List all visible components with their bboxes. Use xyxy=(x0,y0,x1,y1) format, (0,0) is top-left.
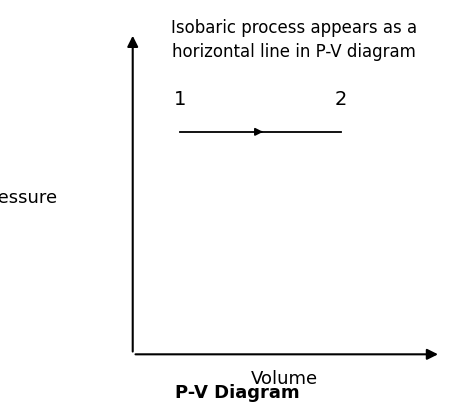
Text: 2: 2 xyxy=(335,90,347,109)
Text: 1: 1 xyxy=(174,90,186,109)
Text: Volume: Volume xyxy=(251,370,318,388)
Text: P-V Diagram: P-V Diagram xyxy=(175,384,299,402)
Text: horizontal line in P-V diagram: horizontal line in P-V diagram xyxy=(172,43,416,61)
Text: Isobaric process appears as a: Isobaric process appears as a xyxy=(171,19,417,37)
Text: Pressure: Pressure xyxy=(0,189,57,207)
